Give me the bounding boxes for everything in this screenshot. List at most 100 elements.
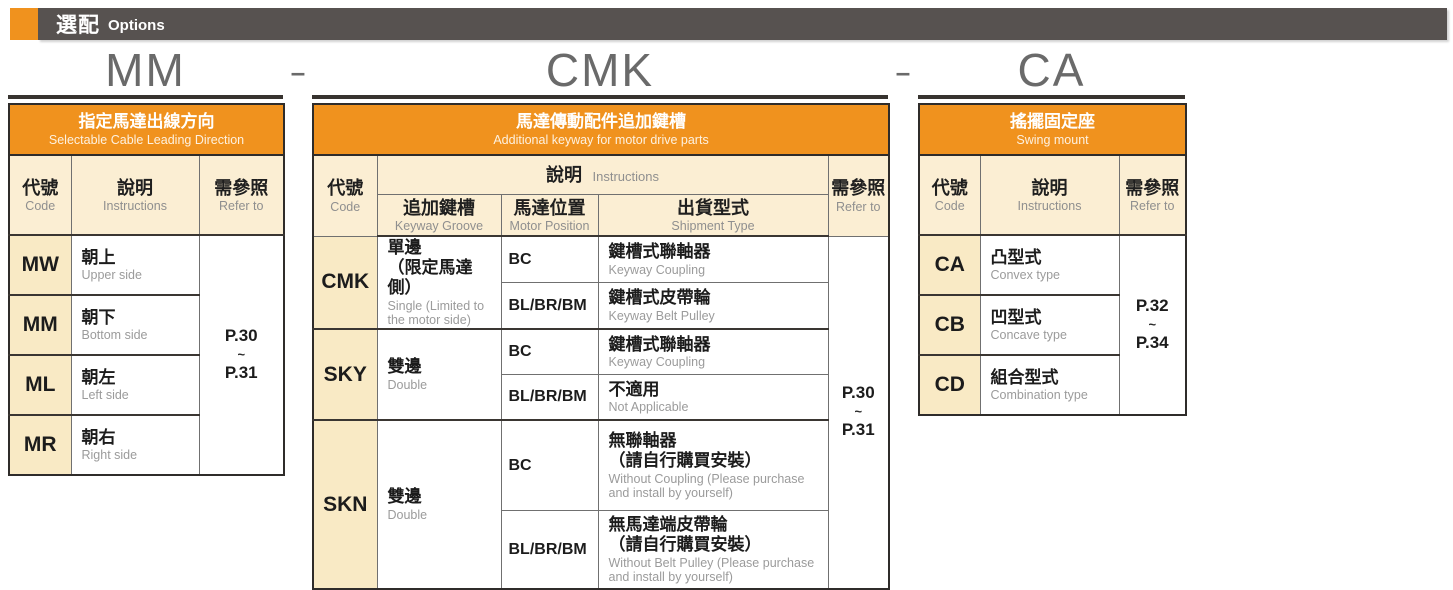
header-refer-en: Refer to xyxy=(219,199,264,214)
model-code-cmk: CMK xyxy=(545,44,655,96)
table2-header-row-1: 代號 Code 說明 Instructions 需參照 Refer to xyxy=(312,154,890,237)
instruction-zh: 凹型式 xyxy=(990,307,1042,327)
shipment-type: 鍵槽式聯軸器 Keyway Coupling xyxy=(597,328,829,375)
motor-position: BC xyxy=(500,419,599,511)
shipment-zh: 不適用 xyxy=(608,379,660,399)
shipment-en: Without Belt Pulley (Please purchase and… xyxy=(608,555,815,584)
table1-title-cell: 指定馬達出線方向 Selectable Cable Leading Direct… xyxy=(8,103,285,156)
code-underline-ca xyxy=(918,95,1185,99)
table2-header-row-2: 追加鍵槽 Keyway Groove 馬達位置 Motor Position 出… xyxy=(313,194,889,237)
table2-title-en: Additional keyway for motor drive parts xyxy=(493,132,709,147)
motor-position: BL/BR/BM xyxy=(500,374,599,421)
keyway-zh: 雙邊 xyxy=(387,487,422,507)
header-code-zh: 代號 xyxy=(327,178,364,199)
instruction-cd: 組合型式 Combination type xyxy=(979,354,1120,416)
code-skn: SKN xyxy=(312,419,378,590)
keyway-en: Single (Limited to the motor side) xyxy=(387,298,485,328)
code-mr: MR xyxy=(8,414,72,476)
keyway-sky: 雙邊 Double xyxy=(376,328,502,421)
shipment-en: Keyway Coupling xyxy=(608,355,706,369)
header-code-en: Code xyxy=(25,199,56,214)
table-row: SKY 雙邊 Double BC 鍵槽式聯軸器 Keyway Coupling xyxy=(312,328,889,421)
motor-position: BC xyxy=(500,328,599,375)
table-row: ML 朝左 Left side xyxy=(8,354,284,416)
shipment-en: Keyway Coupling xyxy=(608,262,706,277)
header-refer-zh: 需參照 xyxy=(831,178,886,199)
table3-title-en: Swing mount xyxy=(1016,132,1089,147)
table3-header-code: 代號 Code xyxy=(918,154,981,236)
refer-to: P.31 xyxy=(841,420,875,440)
refer-to: P.34 xyxy=(1135,333,1169,353)
code-ml: ML xyxy=(8,354,72,416)
model-code-separator-1: – xyxy=(290,57,306,87)
shipment-zh: 鍵槽式聯軸器 xyxy=(608,242,711,262)
table2-title-row: 馬達傳動配件追加鍵槽 Additional keyway for motor d… xyxy=(312,103,890,156)
code-cb: CB xyxy=(918,294,981,356)
header-code-en: Code xyxy=(934,199,965,214)
header-keyway-en: Keyway Groove xyxy=(394,219,484,234)
instruction-en: Convex type xyxy=(990,268,1060,282)
table-row: CD 組合型式 Combination type xyxy=(918,354,1186,416)
instruction-en: Bottom side xyxy=(81,328,148,342)
code-mw: MW xyxy=(8,234,72,296)
header-instructions-en: Instructions xyxy=(103,199,167,214)
header-instructions-zh: 說明 xyxy=(1031,177,1068,198)
shipment-zh2: （請自行購買安裝） xyxy=(608,451,762,471)
table2-header-motor: 馬達位置 Motor Position xyxy=(500,194,599,237)
table1-header-code: 代號 Code xyxy=(8,154,72,236)
code-underline-cmk xyxy=(312,95,888,99)
table1-refer-cell: P.30 ~ P.31 xyxy=(198,234,285,476)
orange-accent-square xyxy=(10,8,38,40)
shipment-en: Not Applicable xyxy=(608,400,689,414)
refer-tilde: ~ xyxy=(854,404,863,420)
table-row: CB 凹型式 Concave type xyxy=(918,294,1186,356)
table-row: BL/BR/BM 鍵槽式皮帶輪 Keyway Belt Pulley xyxy=(313,282,889,330)
table2-header-shipment: 出貨型式 Shipment Type xyxy=(597,194,829,237)
header-instructions-zh: 說明 xyxy=(117,177,153,198)
table2-header-instructions: 說明 Instructions xyxy=(376,154,829,195)
keyway-zh: 單邊 xyxy=(387,237,422,257)
table-row: MR 朝右 Right side xyxy=(8,414,284,476)
table1-header-row: 代號 Code 說明 Instructions 需參照 Refer to xyxy=(8,154,285,236)
header-code-en: Code xyxy=(330,199,361,214)
instruction-en: Combination type xyxy=(990,388,1088,402)
instruction-zh: 朝下 xyxy=(81,307,116,327)
code-mm: MM xyxy=(8,294,72,356)
motor-position: BC xyxy=(500,235,599,283)
header-keyway-zh: 追加鍵槽 xyxy=(403,197,475,218)
table1-header-refer: 需參照 Refer to xyxy=(198,154,285,236)
instruction-ca: 凸型式 Convex type xyxy=(979,234,1120,296)
shipment-zh: 鍵槽式皮帶輪 xyxy=(608,288,711,308)
instruction-zh: 朝上 xyxy=(81,247,116,267)
table1-title-en: Selectable Cable Leading Direction xyxy=(48,132,245,147)
instruction-zh: 朝右 xyxy=(81,427,116,447)
header-instructions-zh: 說明 xyxy=(546,164,583,185)
table-additional-keyway: 馬達傳動配件追加鍵槽 Additional keyway for motor d… xyxy=(312,103,891,590)
instruction-en: Right side xyxy=(81,448,138,462)
shipment-type: 無聯軸器 （請自行購買安裝） Without Coupling (Please … xyxy=(597,419,829,511)
header-shipment-en: Shipment Type xyxy=(671,219,755,234)
header-refer-en: Refer to xyxy=(1130,199,1175,214)
model-code-separator-2: – xyxy=(895,57,911,87)
table1-title-row: 指定馬達出線方向 Selectable Cable Leading Direct… xyxy=(8,103,285,156)
code-underline-mm xyxy=(8,95,283,99)
instruction-mw: 朝上 Upper side xyxy=(70,234,200,296)
shipment-type: 不適用 Not Applicable xyxy=(597,374,829,421)
instruction-ml: 朝左 Left side xyxy=(70,354,200,416)
table-row: CMK 單邊 （限定馬達側） Single (Limited to the mo… xyxy=(312,235,890,590)
refer-tilde: ~ xyxy=(1148,316,1157,332)
table-cable-direction: 指定馬達出線方向 Selectable Cable Leading Direct… xyxy=(8,103,286,476)
model-code-ca: CA xyxy=(1017,44,1086,96)
table3-refer-cell: P.32 ~ P.34 xyxy=(1118,234,1187,416)
shipment-zh2: （請自行購買安裝） xyxy=(608,535,762,555)
shipment-type: 無馬達端皮帶輪 （請自行購買安裝） Without Belt Pulley (P… xyxy=(597,510,829,590)
code-sky: SKY xyxy=(312,328,378,421)
refer-from: P.30 xyxy=(224,325,258,345)
code-ca: CA xyxy=(918,234,981,296)
header-refer-zh: 需參照 xyxy=(214,177,269,198)
table3-title-row: 搖擺固定座 Swing mount xyxy=(918,103,1187,156)
refer-from: P.30 xyxy=(841,383,875,403)
keyway-skn: 雙邊 Double xyxy=(376,419,502,590)
shipment-zh: 鍵槽式聯軸器 xyxy=(608,334,711,354)
table3-title-zh: 搖擺固定座 xyxy=(1010,112,1095,132)
